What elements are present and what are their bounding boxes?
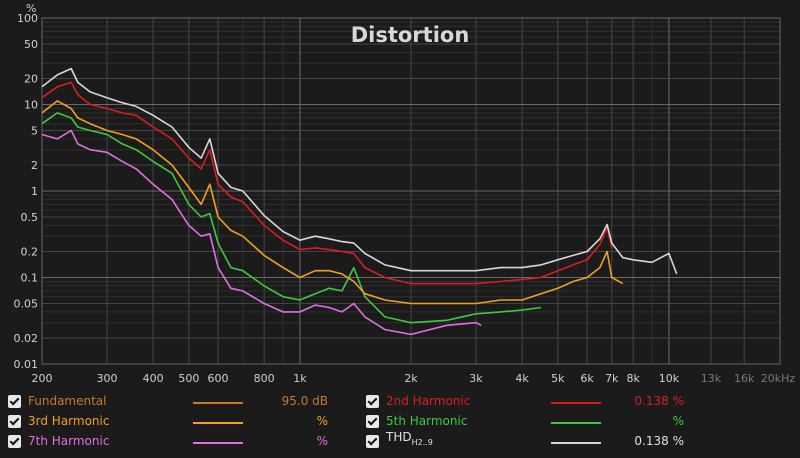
legend-label: Fundamental [28, 394, 107, 408]
2nd-harmonic-series-line [41, 81, 613, 285]
2nd-harmonic-checkbox[interactable] [366, 395, 379, 408]
y-tick-label: 0.5 [21, 211, 39, 224]
y-axis-unit: % [26, 2, 36, 15]
legend-value: % [316, 414, 328, 428]
x-tick-label: 8k [626, 372, 640, 385]
7th-harmonic-checkbox[interactable] [8, 435, 21, 448]
y-tick-label: 10 [24, 99, 38, 112]
x-tick-label: 500 [178, 372, 199, 385]
y-tick-label: 0.05 [14, 298, 39, 311]
7th-harmonic-series-line [41, 129, 482, 336]
legend-row-thd: THDH2..9 0.138 % [366, 430, 696, 452]
legend-label: 7th Harmonic [28, 434, 110, 448]
legend-label: 2nd Harmonic [386, 394, 471, 408]
chart-title: Distortion [351, 23, 470, 47]
legend-row-fundamental: Fundamental 95.0 dB [8, 392, 358, 412]
legend-row-2nd-harmonic: 2nd Harmonic 0.138 % [366, 392, 696, 412]
thd-series-line [41, 67, 678, 275]
x-tick-label: 4k [515, 372, 529, 385]
legend: Fundamental 95.0 dB 3rd Harmonic % 7th H… [0, 390, 800, 458]
y-tick-label: 0.01 [14, 358, 39, 371]
y-tick-label: 100 [17, 12, 38, 25]
x-tick-label: 6k [580, 372, 594, 385]
legend-swatch [551, 402, 601, 404]
thd-label: THD [386, 430, 412, 444]
x-tick-label: 400 [143, 372, 164, 385]
x-tick-label: 1k [293, 372, 307, 385]
plot-frame [41, 17, 781, 365]
legend-swatch [193, 442, 243, 444]
x-tick-label: 7k [605, 372, 619, 385]
legend-swatch [551, 422, 601, 424]
legend-row-3rd-harmonic: 3rd Harmonic % [8, 412, 358, 432]
3rd-harmonic-checkbox[interactable] [8, 415, 21, 428]
x-tick-label: 20kHz [761, 372, 796, 385]
y-tick-label: 1 [31, 185, 38, 198]
x-tick-label: 3k [469, 372, 483, 385]
x-tick-label: 2k [404, 372, 418, 385]
legend-row-7th-harmonic: 7th Harmonic % [8, 432, 358, 452]
5th-harmonic-checkbox[interactable] [366, 415, 379, 428]
legend-value: 95.0 dB [281, 394, 328, 408]
thd-label-sub: H2..9 [411, 438, 433, 447]
legend-value: % [316, 434, 328, 448]
y-tick-label: 2 [31, 159, 38, 172]
x-tick-label: 10k [659, 372, 680, 385]
legend-swatch [193, 402, 243, 404]
3rd-harmonic-series-line [41, 100, 624, 305]
x-tick-label: 16k [734, 372, 755, 385]
fundamental-checkbox[interactable] [8, 395, 21, 408]
legend-value: % [672, 414, 684, 428]
y-tick-label: 0.02 [14, 332, 39, 345]
legend-row-5th-harmonic: 5th Harmonic % [366, 412, 696, 432]
x-tick-label: 800 [254, 372, 275, 385]
x-tick-label: 5k [551, 372, 565, 385]
legend-label: 3rd Harmonic [28, 414, 110, 428]
legend-value: 0.138 % [634, 394, 684, 408]
y-tick-label: 20 [24, 72, 38, 85]
y-tick-label: 0.2 [21, 245, 39, 258]
5th-harmonic-series-line [41, 112, 542, 324]
y-tick-label: 50 [24, 38, 38, 51]
x-tick-label: 200 [32, 372, 53, 385]
x-tick-label: 300 [96, 372, 117, 385]
legend-swatch [551, 442, 601, 444]
x-tick-label: 13k [701, 372, 722, 385]
y-tick-label: 0.1 [21, 272, 39, 285]
x-tick-label: 600 [208, 372, 229, 385]
legend-label: THDH2..9 [386, 430, 433, 447]
legend-label: 5th Harmonic [386, 414, 468, 428]
legend-value: 0.138 % [634, 434, 684, 448]
chart-svg: 200 300 400 500 600 800 1k 2k 3k 4k 5k 6k 7k 8k 10k 13k… [14, 2, 796, 385]
distortion-chart[interactable]: 200 300 400 500 600 800 1k 2k 3k 4k 5k 6k 7k 8k 10k 13k… [0, 0, 800, 390]
thd-checkbox[interactable] [366, 435, 379, 448]
legend-swatch [193, 422, 243, 424]
y-tick-label: 5 [31, 125, 38, 138]
